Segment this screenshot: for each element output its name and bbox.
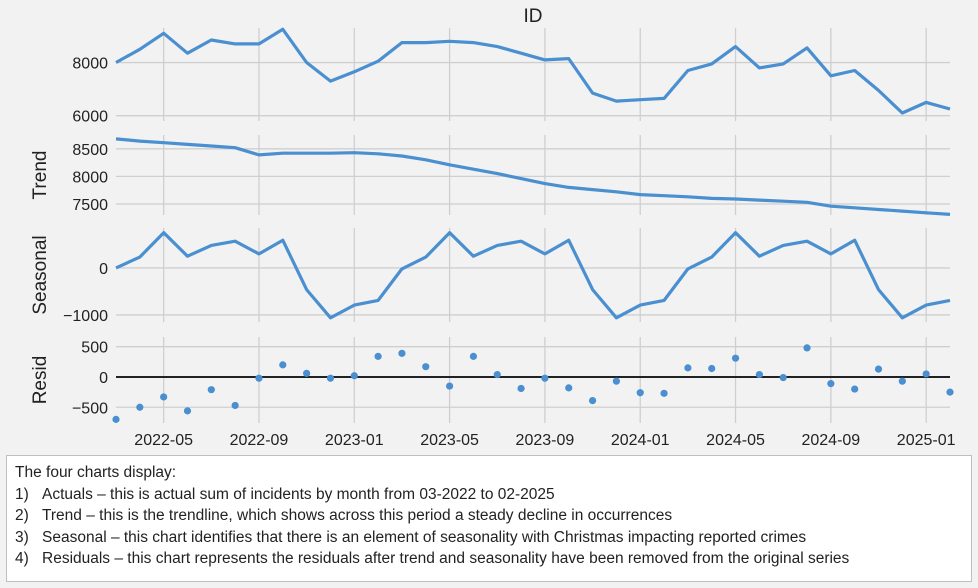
decomposition-chart-svg: ID 6000 8000 7500 8000 8500 Trend −1000 0 Seasona… (30, 6, 956, 449)
y-tick-label: −500 (72, 400, 108, 417)
residual-point (374, 352, 382, 360)
x-tick-label: 2023-05 (420, 432, 479, 449)
panel-background (116, 135, 950, 215)
residual-point (112, 415, 120, 423)
x-tick-label: 2024-01 (611, 432, 670, 449)
residual-point (517, 384, 525, 393)
y-tick-label: 8000 (72, 169, 108, 186)
residual-point (636, 389, 644, 397)
x-tick-label: 2024-09 (801, 432, 860, 449)
series-line (115, 137, 951, 216)
residual-point (160, 393, 168, 401)
note-text: Residuals – this chart represents the re… (42, 550, 850, 567)
note-item: 2) Trend – this is the trendline, which s… (15, 505, 963, 527)
x-tick-label: 2022-05 (134, 432, 193, 449)
residual-point (255, 374, 263, 382)
note-text: Actuals – this is actual sum of incident… (42, 485, 555, 503)
x-tick-label: 2023-01 (325, 432, 384, 449)
note-text: Seasonal – this chart identifies that th… (42, 528, 807, 546)
x-tick-label: 2023-09 (516, 432, 575, 449)
residual-point (469, 352, 478, 360)
note-text: Trend – this is the trendline, which sho… (42, 507, 673, 524)
y-tick-label: 7500 (72, 197, 108, 214)
panel-background (116, 337, 950, 423)
y-tick-label: 500 (81, 340, 108, 357)
note-number: 2) (15, 507, 29, 524)
residual-point (136, 403, 144, 411)
residual-point (755, 370, 763, 379)
residual-point (565, 384, 573, 392)
notes-box: The four charts display: 1) Actuals – thi… (6, 455, 972, 582)
note-number: 3) (15, 528, 29, 546)
residual-point (493, 370, 501, 379)
note-number: 1) (15, 485, 29, 503)
residual-point (851, 385, 859, 393)
y-tick-label: 0 (99, 370, 108, 387)
residual-point (803, 344, 811, 352)
residual-point (660, 389, 668, 397)
residual-point (303, 369, 311, 377)
y-tick-label: −1000 (63, 308, 108, 325)
x-tick-label: 2024-05 (706, 432, 765, 449)
panel-background (116, 28, 950, 121)
residual-point (183, 407, 192, 415)
notes-intro: The four charts display: (15, 464, 177, 481)
residual-point (708, 364, 716, 373)
residual-point (588, 396, 597, 405)
note-item: 3) Seasonal – this chart identifies that … (15, 527, 963, 549)
residual-point (731, 354, 740, 362)
series-line (115, 231, 951, 320)
residual-point (350, 372, 358, 380)
residual-point (827, 380, 835, 388)
y-tick-label: 8000 (72, 56, 108, 73)
residual-point (446, 382, 454, 390)
residual-point (779, 373, 787, 382)
residual-point (612, 377, 621, 385)
y-tick-label: 6000 (72, 109, 108, 126)
residual-point (541, 374, 549, 382)
residual-point (398, 349, 406, 357)
residual-point (684, 364, 692, 372)
x-tick-label: 2022-09 (230, 432, 289, 449)
decomposition-chart: ID 6000 8000 7500 8000 8500 Trend −1000 0 Seasona… (30, 6, 956, 449)
y-axis-label: Resid (30, 356, 51, 405)
residual-point (326, 374, 335, 382)
panel-background (116, 228, 950, 322)
residual-point (898, 377, 906, 385)
note-number: 4) (15, 550, 29, 567)
residual-point (279, 361, 287, 369)
note-item: 4) Residuals – this chart represents the … (15, 548, 963, 570)
residual-point (922, 370, 930, 378)
x-tick-label: 2025-01 (897, 432, 956, 449)
residual-point (207, 386, 215, 394)
y-tick-label: 8500 (72, 142, 108, 159)
residual-point (874, 365, 883, 373)
y-tick-label: 0 (99, 261, 108, 278)
chart-title: ID (524, 6, 543, 27)
y-axis-label: Seasonal (30, 235, 51, 314)
y-axis-label: Trend (30, 151, 51, 200)
series-line (115, 27, 951, 115)
note-item: 1) Actuals – this is actual sum of incide… (15, 484, 963, 506)
residual-point (231, 401, 239, 410)
residual-point (422, 363, 430, 371)
residual-point (946, 388, 954, 396)
